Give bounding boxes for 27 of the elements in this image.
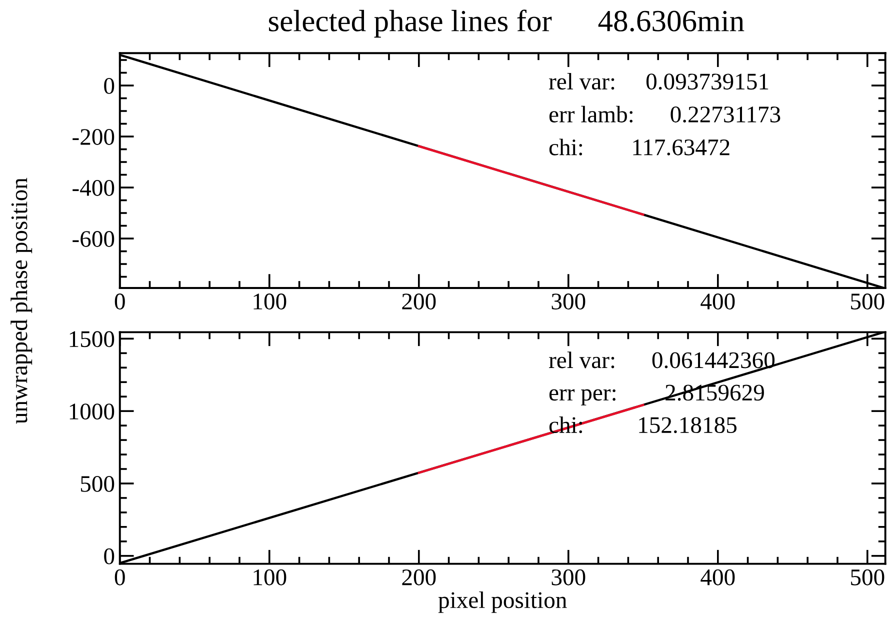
x-tick-label: 500 <box>851 294 884 310</box>
x-tick-label: 500 <box>851 569 884 586</box>
y-tick-label: 500 <box>80 476 114 492</box>
x-tick-label: 0 <box>114 294 125 310</box>
x-tick-label: 200 <box>402 294 436 310</box>
x-tick-label: 400 <box>700 294 735 310</box>
y-tick-label: 0 <box>104 548 114 564</box>
annotation: rel var: 0.093739151 <box>549 72 768 90</box>
y-tick-label: 0 <box>104 78 114 94</box>
y-axis-title: unwrapped phase position <box>10 178 32 424</box>
x-tick-label: 0 <box>114 569 125 586</box>
y-tick-label: 1000 <box>70 404 114 420</box>
y-tick-label: -400 <box>72 180 114 196</box>
x-axis-title: pixel position <box>438 592 567 613</box>
annotation: rel var: 0.061442360 <box>549 352 775 368</box>
x-tick-label: 100 <box>254 569 286 586</box>
y-tick-label: -200 <box>72 129 114 145</box>
y-tick-label: -600 <box>72 231 114 247</box>
y-tick-label: 1500 <box>70 331 114 348</box>
x-tick-label: 200 <box>402 569 436 586</box>
x-tick-label: 400 <box>700 569 735 586</box>
x-tick-label: 300 <box>552 294 586 310</box>
chart-title: selected phase lines for 48.6306min <box>268 10 744 38</box>
annotation: err lamb: 0.22731173 <box>549 106 780 123</box>
x-tick-label: 300 <box>552 569 586 586</box>
x-tick-label: 100 <box>254 294 286 310</box>
annotation: chi: 117.63472 <box>549 138 730 156</box>
